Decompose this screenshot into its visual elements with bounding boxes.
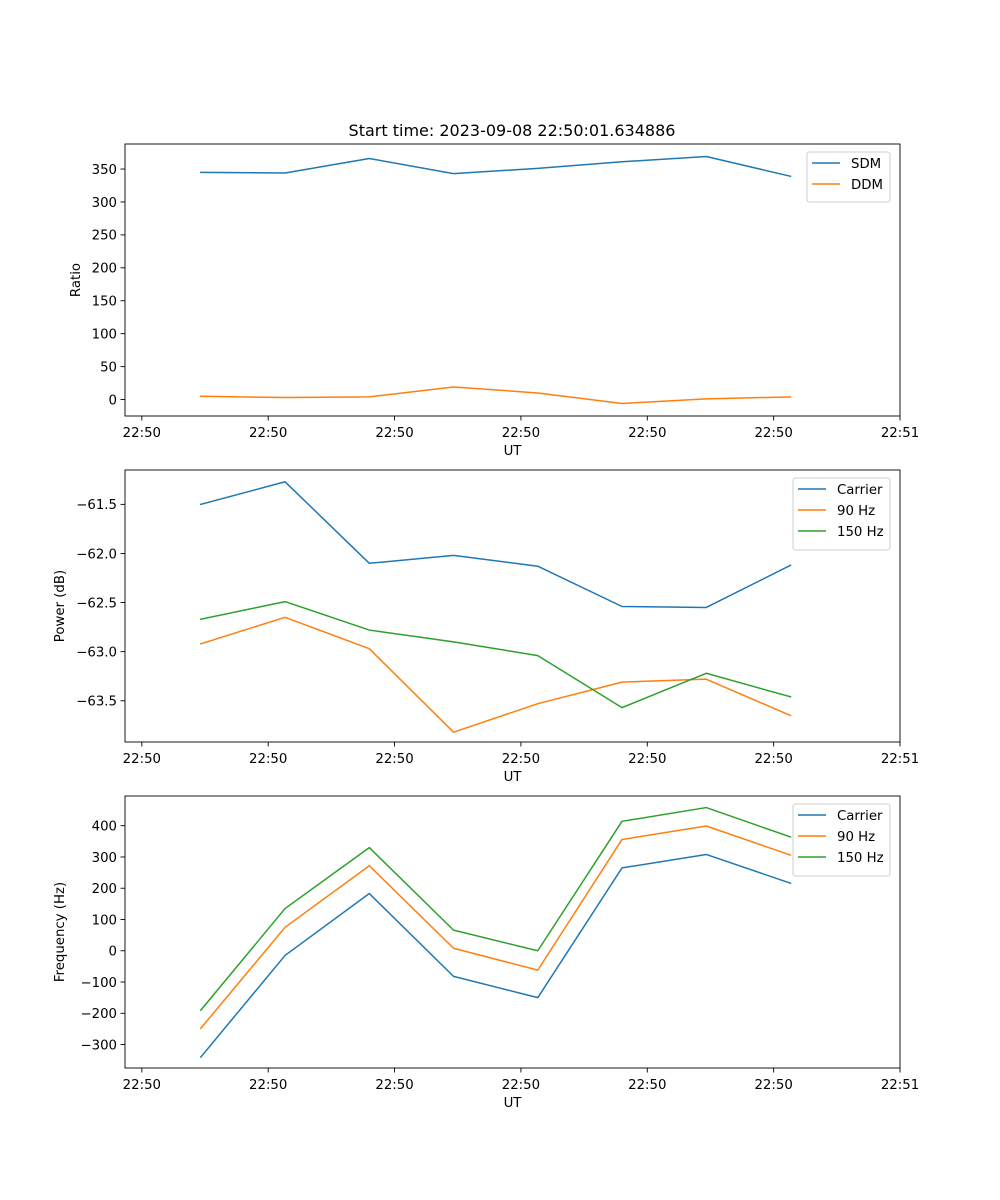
series-line-sdm [200,155,792,178]
y-tick-label: 350 [92,163,117,178]
x-tick-label: 22:51 [881,752,919,767]
y-tick-label: −62.5 [76,596,117,611]
legend-label-150-hz: 150 Hz [837,525,884,540]
y-tick-label: 250 [92,229,117,244]
figure-title: Start time: 2023-09-08 22:50:01.634886 [349,121,676,140]
y-tick-label: 300 [92,851,117,866]
x-tick-label: 22:50 [502,426,540,441]
y-tick-label: 100 [92,913,117,928]
x-tick-label: 22:50 [754,752,792,767]
y-tick-label: 0 [109,945,117,960]
legend-label-90-hz: 90 Hz [837,830,875,845]
x-tick-label: 22:50 [628,426,666,441]
x-tick-label: 22:50 [754,1078,792,1093]
series-group [199,481,792,733]
series-line-90-hz [199,825,792,1030]
y-tick-label: −63.5 [76,695,117,710]
y-tick-label: −300 [80,1038,117,1053]
x-tick-label: 22:50 [628,1078,666,1093]
legend-label-150-hz: 150 Hz [837,851,884,866]
series-group [199,806,792,1059]
y-tick-label: −62.0 [76,547,117,562]
axes-frame [124,143,901,417]
series-line-150-hz [199,806,792,1012]
series-line-carrier [199,481,792,609]
x-tick-label: 22:51 [881,426,919,441]
legend-box [792,803,891,877]
y-tick-label: 200 [92,262,117,277]
y-tick-label: 100 [92,327,117,342]
y-tick-label: −61.5 [76,498,117,513]
y-tick-label: 0 [109,393,117,408]
y-tick-label: 200 [92,882,117,897]
y-tick-label: 50 [100,360,117,375]
x-tick-label: 22:50 [249,426,287,441]
subplot-3: 22:50 22:50 22:50 22:50 22:50 22:50 22:51 −300 −… [53,795,919,1111]
legend-label-sdm: SDM [851,157,881,172]
legend: Carrier 90 Hz 150 Hz [792,803,891,877]
x-tick-label: 22:50 [249,1078,287,1093]
y-tick-label: −100 [80,976,117,991]
x-tick-label: 22:50 [628,752,666,767]
x-tick-label: 22:50 [375,426,413,441]
axes-frame [124,469,901,743]
legend-label-carrier: Carrier [837,809,883,824]
x-tick-label: 22:50 [123,752,161,767]
subplot-1: 22:50 22:50 22:50 22:50 22:50 22:50 22:51 0 50 10… [69,143,919,459]
legend-label-90-hz: 90 Hz [837,504,875,519]
x-tick-label: 22:50 [754,426,792,441]
x-tick-label: 22:50 [123,1078,161,1093]
x-axis-label: UT [504,1096,523,1111]
y-axis-label: Power (dB) [53,570,68,642]
y-tick-label: 300 [92,196,117,211]
y-axis-label: Ratio [69,263,84,297]
legend-box [806,151,891,203]
x-tick-label: 22:50 [502,752,540,767]
y-axis-label: Frequency (Hz) [53,882,68,982]
y-tick-label: 400 [92,820,117,835]
series-line-carrier [199,853,792,1059]
x-tick-label: 22:50 [123,426,161,441]
subplot-2: 22:50 22:50 22:50 22:50 22:50 22:50 22:51 −61.5… [53,469,919,785]
subplots: 22:50 22:50 22:50 22:50 22:50 22:50 22:51 0 50 10… [53,143,919,1111]
legend: SDM DDM [806,151,891,203]
x-tick-label: 22:50 [375,752,413,767]
x-tick-label: 22:50 [249,752,287,767]
legend-label-carrier: Carrier [837,483,883,498]
axes-frame [124,795,901,1069]
x-tick-label: 22:51 [881,1078,919,1093]
legend: Carrier 90 Hz 150 Hz [792,477,891,551]
x-tick-label: 22:50 [502,1078,540,1093]
series-line-150-hz [199,600,792,709]
y-tick-label: −63.0 [76,645,117,660]
y-tick-label: −200 [80,1007,117,1022]
x-axis-label: UT [504,444,523,459]
x-tick-label: 22:50 [375,1078,413,1093]
series-group [200,155,792,405]
x-axis-label: UT [504,770,523,785]
series-line-ddm [200,386,792,405]
legend-box [792,477,891,551]
y-tick-label: 150 [92,295,117,310]
legend-label-ddm: DDM [851,178,883,193]
